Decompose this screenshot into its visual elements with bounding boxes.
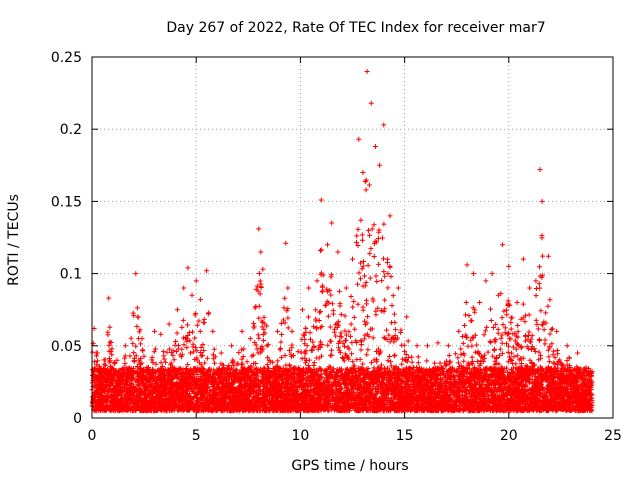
x-axis-label: GPS time / hours [291,458,408,474]
y-tick-label: 0.1 [60,267,82,283]
y-axis-label: ROTI / TECUs [6,194,22,286]
x-tick-labels: 0 5 10 15 20 25 [88,428,622,444]
x-tick-label: 0 [88,428,97,444]
y-tick-label: 0.2 [60,122,82,138]
y-tick-label: 0 [73,411,82,427]
data-points [89,68,595,414]
x-tick-label: 20 [500,428,518,444]
plot-frame [91,56,614,419]
y-tick-label: 0.25 [51,50,82,66]
chart-title: Day 267 of 2022, Rate Of TEC Index for r… [166,20,545,36]
x-tick-label: 25 [604,428,622,444]
axis-ticks [91,56,614,419]
y-tick-label: 0.15 [51,194,82,210]
y-tick-label: 0.05 [51,339,82,355]
x-tick-label: 15 [396,428,414,444]
y-tick-labels: 0 0.05 0.1 0.15 0.2 0.25 [51,50,82,427]
x-tick-label: 5 [192,428,201,444]
x-tick-label: 10 [291,428,309,444]
scatter-markers [89,68,595,414]
